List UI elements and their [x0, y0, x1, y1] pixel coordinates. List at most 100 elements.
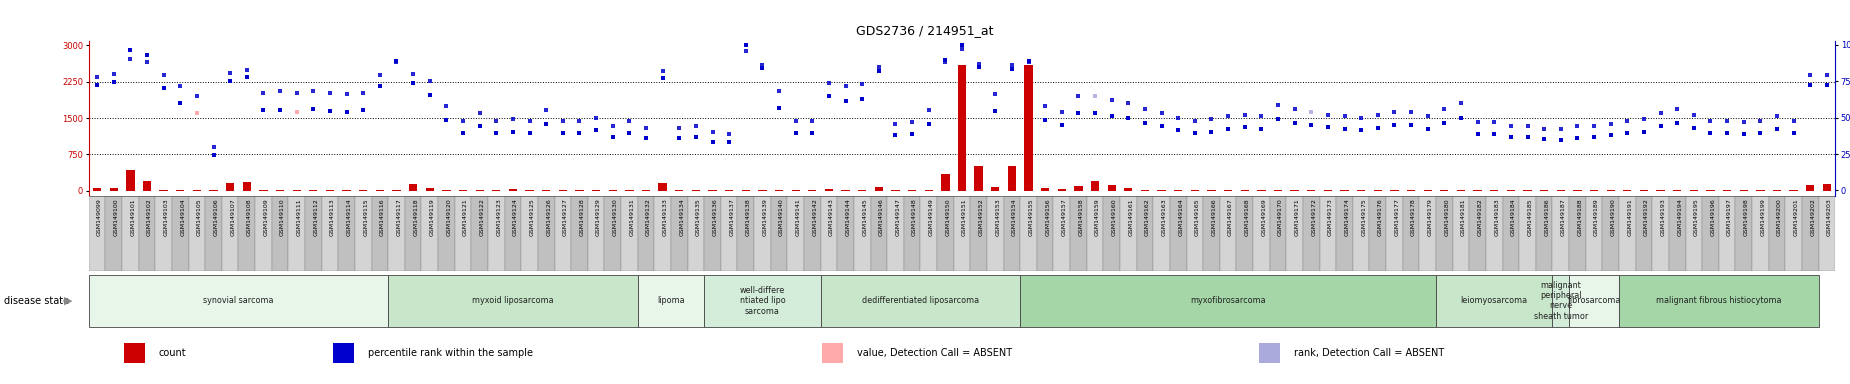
Bar: [372, 196, 388, 271]
Bar: [788, 196, 805, 271]
Text: GSM149132: GSM149132: [646, 199, 651, 237]
Point: [781, 118, 810, 124]
Point: [1080, 110, 1110, 116]
Bar: [1436, 275, 1552, 326]
Text: GSM149195: GSM149195: [1695, 199, 1698, 236]
Text: GSM149149: GSM149149: [929, 199, 934, 237]
Text: GSM149183: GSM149183: [1495, 199, 1499, 236]
Text: GSM149146: GSM149146: [879, 199, 884, 236]
Text: GSM149178: GSM149178: [1412, 199, 1415, 236]
Bar: [155, 196, 172, 271]
Bar: [192, 190, 202, 191]
Text: GSM149103: GSM149103: [163, 199, 168, 236]
Point: [1630, 116, 1659, 122]
Bar: [1075, 186, 1082, 191]
Point: [181, 93, 211, 99]
Point: [1597, 121, 1626, 127]
Text: GSM149191: GSM149191: [1628, 199, 1632, 236]
Point: [414, 92, 444, 98]
Point: [115, 47, 144, 53]
Text: GSM149173: GSM149173: [1328, 199, 1332, 237]
Text: GSM149141: GSM149141: [796, 199, 801, 236]
Point: [464, 123, 494, 129]
Bar: [758, 190, 766, 191]
Text: GSM149117: GSM149117: [396, 199, 401, 236]
Bar: [205, 196, 222, 271]
Point: [98, 79, 128, 85]
Point: [181, 110, 211, 116]
Point: [81, 82, 111, 88]
Text: GSM149138: GSM149138: [746, 199, 751, 236]
Point: [1180, 118, 1210, 124]
Point: [1680, 112, 1709, 118]
Point: [1630, 129, 1659, 135]
Bar: [1452, 196, 1469, 271]
Text: GSM149106: GSM149106: [213, 199, 218, 236]
Bar: [1092, 181, 1099, 191]
Bar: [709, 190, 716, 191]
Bar: [522, 196, 538, 271]
Bar: [572, 196, 588, 271]
Point: [1613, 129, 1643, 136]
Point: [747, 65, 777, 71]
Text: leiomyosarcoma: leiomyosarcoma: [1462, 296, 1528, 305]
Bar: [276, 190, 285, 191]
Bar: [1352, 196, 1369, 271]
Point: [1047, 109, 1077, 115]
Point: [1746, 130, 1776, 136]
Point: [231, 74, 261, 80]
Text: GSM149152: GSM149152: [979, 199, 984, 236]
Text: GSM149135: GSM149135: [696, 199, 701, 236]
Bar: [1208, 190, 1215, 191]
Bar: [1672, 190, 1682, 191]
Text: myxofibrosarcoma: myxofibrosarcoma: [1190, 296, 1265, 305]
Text: GSM149156: GSM149156: [1045, 199, 1051, 236]
Text: GSM149177: GSM149177: [1395, 199, 1399, 237]
Text: GSM149169: GSM149169: [1262, 199, 1267, 236]
Bar: [488, 196, 505, 271]
Text: GSM149140: GSM149140: [779, 199, 784, 236]
Text: GSM149201: GSM149201: [1794, 199, 1798, 236]
Bar: [855, 196, 871, 271]
Point: [1796, 73, 1826, 79]
Text: malignant fibrous histiocytoma: malignant fibrous histiocytoma: [1656, 296, 1782, 305]
Point: [1730, 119, 1759, 125]
Bar: [575, 190, 583, 191]
Point: [1230, 124, 1260, 130]
Bar: [292, 190, 302, 191]
Bar: [969, 196, 986, 271]
Text: GSM149184: GSM149184: [1511, 199, 1515, 236]
Point: [1513, 134, 1543, 141]
Bar: [1019, 196, 1036, 271]
Text: GSM149190: GSM149190: [1611, 199, 1615, 236]
Text: GSM149170: GSM149170: [1278, 199, 1284, 236]
Point: [964, 64, 993, 70]
Text: GSM149165: GSM149165: [1195, 199, 1201, 236]
Point: [448, 130, 477, 136]
Point: [464, 110, 494, 116]
Bar: [1308, 190, 1315, 191]
Bar: [505, 196, 522, 271]
Point: [964, 61, 993, 67]
Point: [564, 118, 594, 124]
Bar: [888, 196, 905, 271]
Bar: [725, 190, 733, 191]
Point: [614, 118, 644, 124]
Point: [1663, 106, 1693, 112]
Bar: [1103, 196, 1119, 271]
Bar: [705, 196, 722, 271]
Bar: [1619, 196, 1635, 271]
Bar: [1569, 196, 1585, 271]
Point: [364, 73, 394, 79]
Point: [664, 135, 694, 141]
Bar: [409, 184, 418, 191]
Bar: [805, 196, 821, 271]
Point: [980, 108, 1010, 114]
Point: [598, 134, 627, 141]
Point: [215, 70, 244, 76]
Point: [631, 125, 660, 131]
Point: [1613, 118, 1643, 124]
Bar: [1053, 196, 1069, 271]
Point: [648, 68, 677, 74]
Text: GSM149122: GSM149122: [479, 199, 485, 237]
